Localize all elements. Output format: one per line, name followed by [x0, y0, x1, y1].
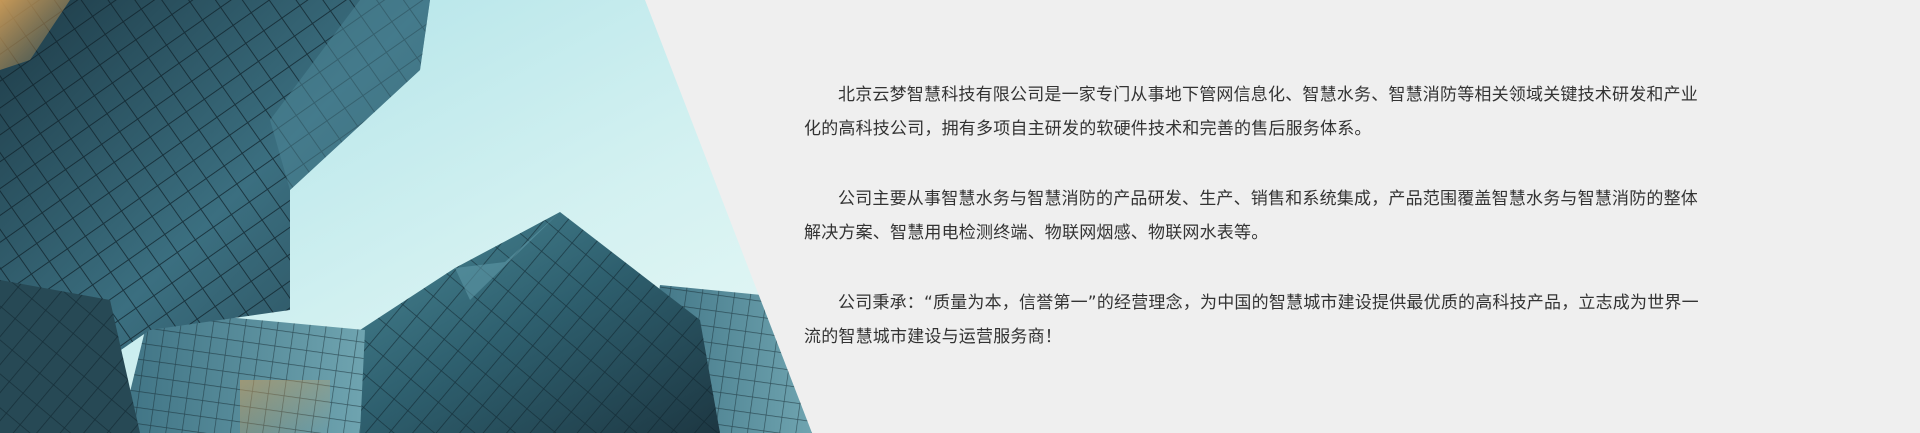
- intro-paragraph-1: 北京云梦智慧科技有限公司是一家专门从事地下管网信息化、智慧水务、智慧消防等相关领…: [804, 85, 1698, 139]
- intro-paragraph-3: 公司秉承：“质量为本，信誉第一”的经营理念，为中国的智慧城市建设提供最优质的高科…: [804, 293, 1699, 347]
- intro-paragraph-2: 公司主要从事智慧水务与智慧消防的产品研发、生产、销售和系统集成，产品范围覆盖智慧…: [804, 189, 1698, 243]
- company-intro: 北京云梦智慧科技有限公司是一家专门从事地下管网信息化、智慧水务、智慧消防等相关领…: [804, 78, 1700, 390]
- office-buildings-photo: [0, 0, 812, 433]
